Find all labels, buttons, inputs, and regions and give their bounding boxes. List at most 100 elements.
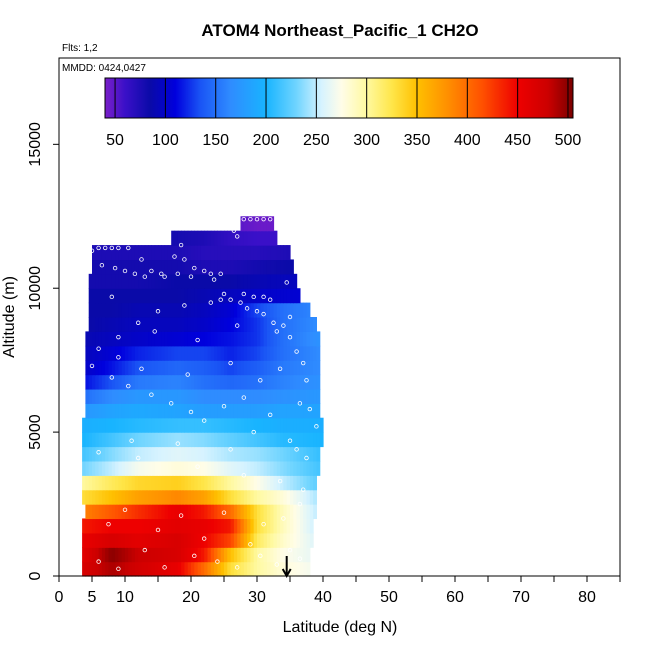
heatmap-cell [194,475,199,491]
colorbar-tick-label-200: 200 [253,132,280,149]
heatmap-cell [167,317,172,332]
heatmap-cell [197,360,202,376]
heatmap-cell [200,374,205,390]
heatmap-cell [191,532,195,548]
heatmap-cell [151,374,156,390]
heatmap-cell [214,432,218,448]
sample-point [254,216,260,222]
heatmap-cell [158,417,162,433]
heatmap-cell [204,259,209,275]
heatmap-cell [303,475,308,491]
heatmap-cell [250,518,255,534]
heatmap-cell [138,547,143,563]
heatmap-cell [204,345,209,361]
heatmap-cell [253,489,258,505]
heatmap-cell [293,489,298,505]
heatmap-cell [237,317,242,332]
heatmap-cell [95,302,100,318]
heatmap-cell [144,245,149,261]
heatmap-cell [108,504,113,520]
heatmap-cell [253,317,258,332]
heatmap-cell [210,345,215,361]
heatmap-cell [197,532,202,548]
heatmap-cell [111,273,116,289]
heatmap-cell [230,331,235,347]
sample-point [178,513,184,518]
heatmap-cell [125,388,129,404]
heatmap-cell [158,547,162,563]
heatmap-cell [181,475,185,491]
heatmap-cell [303,403,308,419]
sample-point [231,228,237,233]
heatmap-cell [128,317,133,332]
heatmap-cell [118,259,123,275]
sample-point [218,271,223,277]
heatmap-cell [111,547,116,563]
heatmap-cell [306,417,311,433]
heatmap-cell [138,317,143,332]
heatmap-cell [105,259,110,275]
heatmap-cell [115,288,119,304]
heatmap-cell [164,374,169,390]
heatmap-cell [154,273,159,289]
heatmap-cell [200,388,205,404]
heatmap-cell [164,417,169,433]
heatmap-cell [158,518,162,534]
y-tick-label-10000: 10000 [27,266,44,311]
heatmap-cell [250,432,255,448]
dates-note: MMDD: 0424,0427 [62,63,146,74]
heatmap-cell [101,331,106,347]
heatmap-cell [309,417,314,433]
heatmap-cell [247,446,251,462]
heatmap-cell [158,432,162,448]
heatmap-cell [105,331,110,347]
heatmap-cell [270,230,275,246]
heatmap-cell [177,518,182,534]
heatmap-cell [138,417,143,433]
heatmap-cell [151,460,156,476]
heatmap-cell [121,331,126,347]
heatmap-cell [167,532,172,548]
heatmap-cell [276,532,281,548]
heatmap-cell [230,460,235,476]
heatmap-cell [210,518,215,534]
sample-point [261,311,266,317]
heatmap-cell [121,460,126,476]
sample-point [139,257,144,262]
heatmap-cell [270,403,275,419]
heatmap-cell [233,504,238,520]
heatmap-cell [220,388,225,404]
heatmap-cell [204,403,209,419]
heatmap-cell [217,388,222,404]
heatmap-cell [296,360,301,376]
heatmap-cell [141,288,146,304]
heatmap-cell [217,302,222,318]
heatmap-cell [273,317,278,332]
heatmap-cell [299,417,304,433]
heatmap-cell [131,432,136,448]
heatmap-cell [128,360,133,376]
heatmap-cell [214,489,218,505]
heatmap-cell [101,259,106,275]
heatmap-cell [293,417,298,433]
heatmap-cell [115,561,119,577]
heatmap-cell [273,360,278,376]
heatmap-cell [270,273,275,289]
heatmap-cell [227,288,232,304]
heatmap-cell [280,532,284,548]
heatmap-cell [111,460,116,476]
heatmap-cell [92,302,96,318]
heatmap-cell [197,561,202,577]
sample-point [99,263,105,268]
heatmap-cell [210,417,215,433]
heatmap-cell [283,432,288,448]
heatmap-cell [200,230,205,246]
sample-point [304,378,309,383]
heatmap-cell [184,432,189,448]
heatmap-cell [161,417,166,433]
heatmap-cell [283,504,288,520]
heatmap-cell [237,504,242,520]
sample-point [178,242,184,248]
heatmap-cell [128,475,133,491]
heatmap-cell [270,432,275,448]
